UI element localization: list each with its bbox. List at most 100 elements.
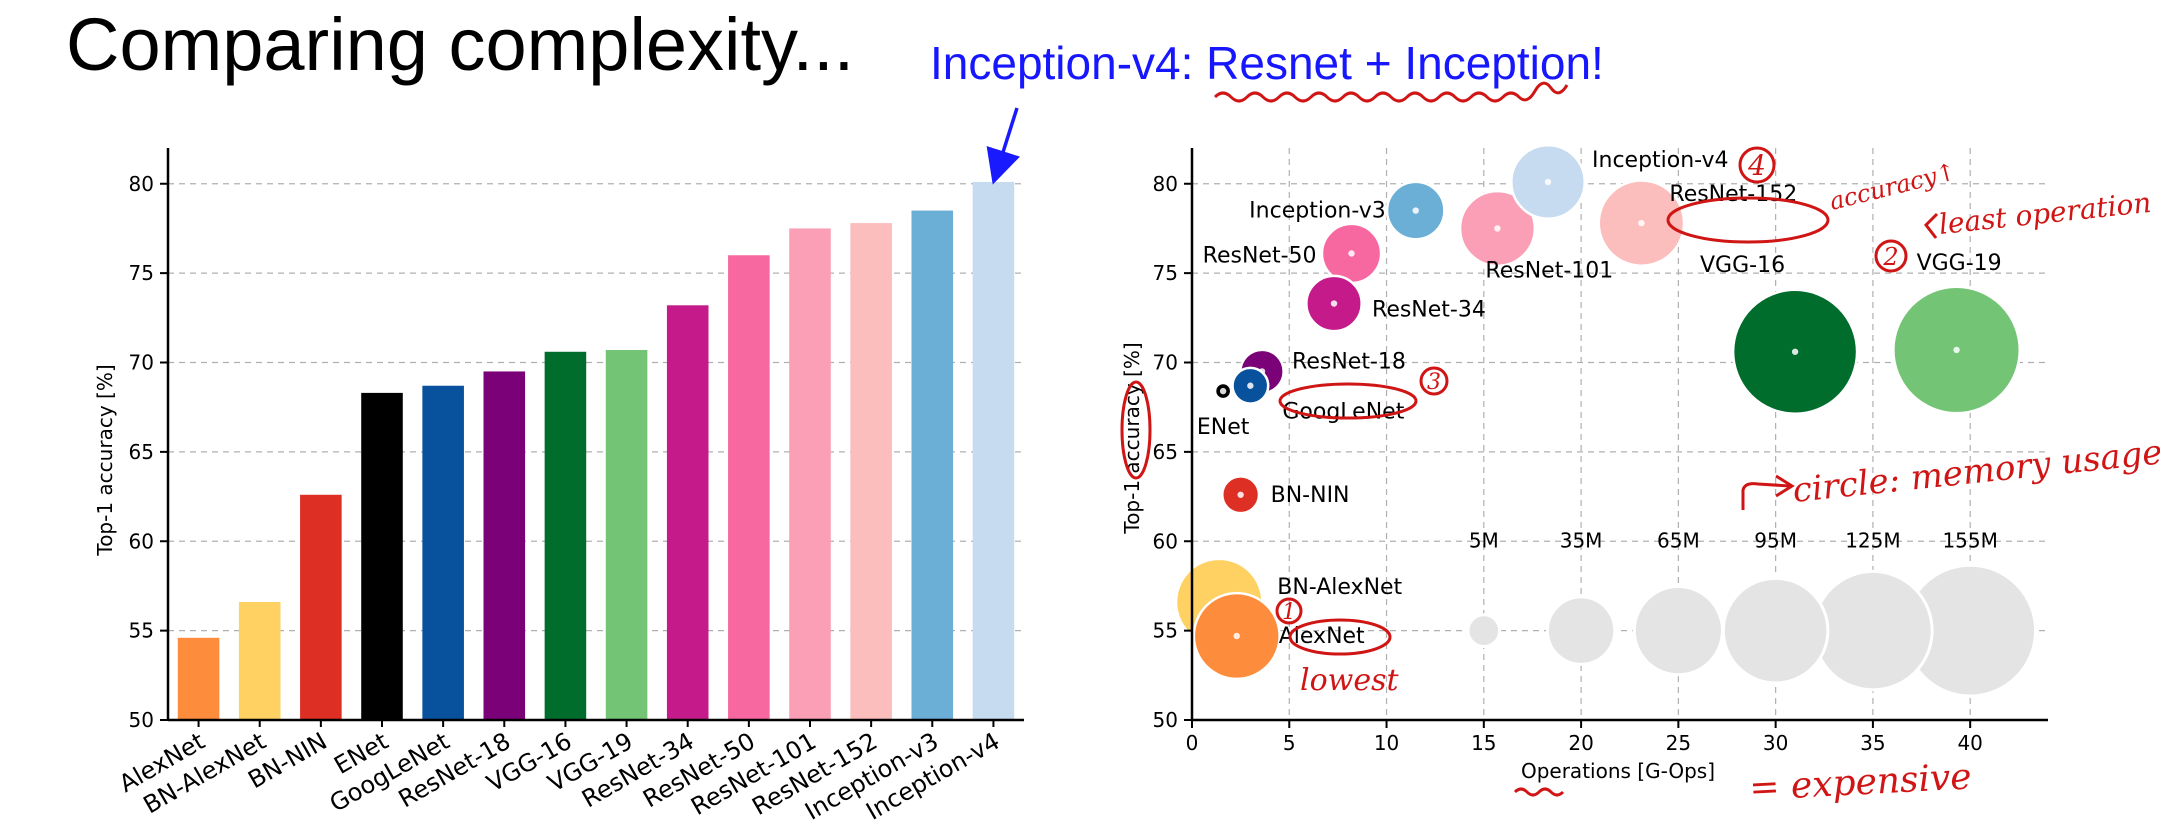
scatter-xtick-label: 10 [1374, 731, 1399, 755]
bubble-center-dot [1330, 300, 1338, 307]
scatter-chart-axes: 0 5 10 15 20 25 30 35 40 50 55 60 65 70 75 80 [1153, 148, 2048, 755]
bar-vgg-19 [605, 349, 648, 720]
bar-ytick-label: 55 [129, 619, 154, 643]
scatter-xtick-label: 30 [1763, 731, 1788, 755]
bar-resnet-50 [728, 255, 770, 720]
point-label: ResNet-18 [1292, 349, 1406, 374]
bar-resnet-152 [850, 223, 892, 720]
scatter-ytick-label: 60 [1153, 529, 1178, 553]
bar-alexnet [177, 637, 220, 720]
size-legend-label: 65M [1657, 528, 1700, 552]
ann-circle-memory: circle: memory usage! [1791, 431, 2160, 511]
scatter-ytick-label: 70 [1153, 351, 1178, 375]
caret-mark [1924, 212, 1939, 239]
bubble-center-dot [1237, 491, 1244, 498]
bubble-center-dot [1412, 207, 1419, 214]
size-legend-bubble [1632, 585, 1724, 677]
bar-resnet-34 [666, 305, 709, 720]
ann-lowest: lowest [1300, 663, 1399, 698]
scatter-xtick-label: 25 [1666, 731, 1691, 755]
scatter-ytick-label: 80 [1153, 172, 1178, 196]
bubble-center-dot [1791, 348, 1799, 355]
bar-resnet-18 [483, 371, 526, 720]
bar-resnet-101 [789, 228, 831, 720]
ann-n3: 3 [1427, 370, 1441, 395]
point-label: ResNet-101 [1485, 258, 1613, 283]
bar-bn-nin [300, 494, 342, 720]
headline-suffix: ! [1591, 37, 1604, 89]
bar-enet [361, 392, 403, 720]
n1-circle [1275, 597, 1303, 625]
bar-ytick-label: 75 [129, 261, 154, 285]
headline-prefix: Inception-v4: [930, 37, 1207, 89]
point-label: ResNet-50 [1203, 243, 1317, 268]
point-label: ResNet-152 [1669, 182, 1797, 207]
size-legend-bubble [1545, 595, 1617, 666]
bubble-center-dot [1544, 178, 1552, 186]
bar-ytick-label: 65 [129, 440, 154, 464]
size-legend-bubble [1721, 576, 1830, 685]
bubble-center-dot [1233, 632, 1240, 640]
bar-arrow [986, 107, 1020, 185]
bar-chart-grid [168, 183, 1024, 632]
scatter-chart-ylabel: Top-1 accuracy [%] [1120, 342, 1144, 534]
headline: Inception-v4: Resnet + Inception! [930, 36, 1604, 90]
scatter-xtick-label: 20 [1568, 731, 1593, 755]
bar-inception-v3 [911, 210, 954, 720]
point-label: VGG-19 [1917, 251, 2002, 276]
point-label: Inception-v3 [1249, 199, 1386, 224]
scatter-xtick-label: 15 [1471, 731, 1496, 755]
bar-inception-v4 [972, 181, 1015, 720]
scatter-ytick-label: 65 [1153, 440, 1178, 464]
bubble-center-dot [1953, 346, 1960, 354]
size-legend-bubble [1466, 613, 1502, 648]
ann-expensive: = expensive [1748, 756, 1972, 809]
point-label: BN-AlexNet [1277, 575, 1402, 600]
ann-n1: 1 [1282, 600, 1296, 625]
arrow-hook-head [1775, 474, 1795, 498]
bubble-center-dot [1494, 225, 1501, 232]
bar-ytick-label: 70 [129, 351, 154, 375]
size-legend-bubble [1812, 569, 1934, 692]
point-label: AlexNet [1279, 624, 1365, 649]
bar-ytick-label: 60 [129, 529, 154, 553]
scatter-xtick-label: 0 [1186, 731, 1199, 755]
point-label: ENet [1197, 415, 1250, 440]
scatter-chart-labels: 5M 35M 65M 95M 125M 155M AlexNet BN-AlexNet BN-N… [1197, 148, 2002, 649]
headline-highlight: Resnet + Inception [1206, 37, 1592, 89]
bar-googlenet [422, 385, 464, 720]
n3-circle [1419, 366, 1449, 396]
point-label: VGG-16 [1700, 253, 1785, 278]
size-legend-label: 5M [1469, 528, 1499, 552]
scatter-xtick-label: 5 [1283, 731, 1296, 755]
googlenet-circle [1278, 382, 1418, 420]
bubble-center-dot [1247, 382, 1254, 389]
point-label: BN-NIN [1271, 483, 1350, 508]
size-legend-label: 95M [1754, 528, 1797, 552]
n2-circle [1874, 239, 1908, 273]
bar-bn-alexnet [238, 602, 281, 720]
scatter-xtick-label: 40 [1957, 731, 1982, 755]
point-label: ResNet-34 [1372, 298, 1486, 323]
alexnet-circle [1288, 618, 1392, 656]
bar-chart-bars [177, 181, 1015, 720]
size-legend-label: 125M [1845, 528, 1900, 552]
handwritten-annotations [1120, 81, 1939, 797]
scatter-chart-xlabel: Operations [G-Ops] [1521, 759, 1715, 783]
scatter-chart-bubbles [1174, 144, 2038, 698]
bar-vgg-16 [544, 351, 587, 720]
headline-squiggle [1213, 81, 1569, 103]
bar-chart-ylabel: Top-1 accuracy [%] [93, 364, 117, 556]
scatter-xtick-label: 35 [1860, 731, 1885, 755]
ann-n4: 4 [1747, 149, 1766, 182]
resnet152-circle [1666, 196, 1830, 244]
xlabel-squiggle [1513, 787, 1565, 797]
bubble-center-dot [1219, 387, 1227, 395]
bar-ytick-label: 50 [129, 708, 154, 732]
size-legend-label: 155M [1942, 528, 1997, 552]
ann-n2: 2 [1882, 243, 1898, 271]
bubble-center-dot [1348, 250, 1355, 257]
scatter-ytick-label: 75 [1153, 261, 1178, 285]
scatter-ytick-label: 55 [1153, 619, 1178, 643]
